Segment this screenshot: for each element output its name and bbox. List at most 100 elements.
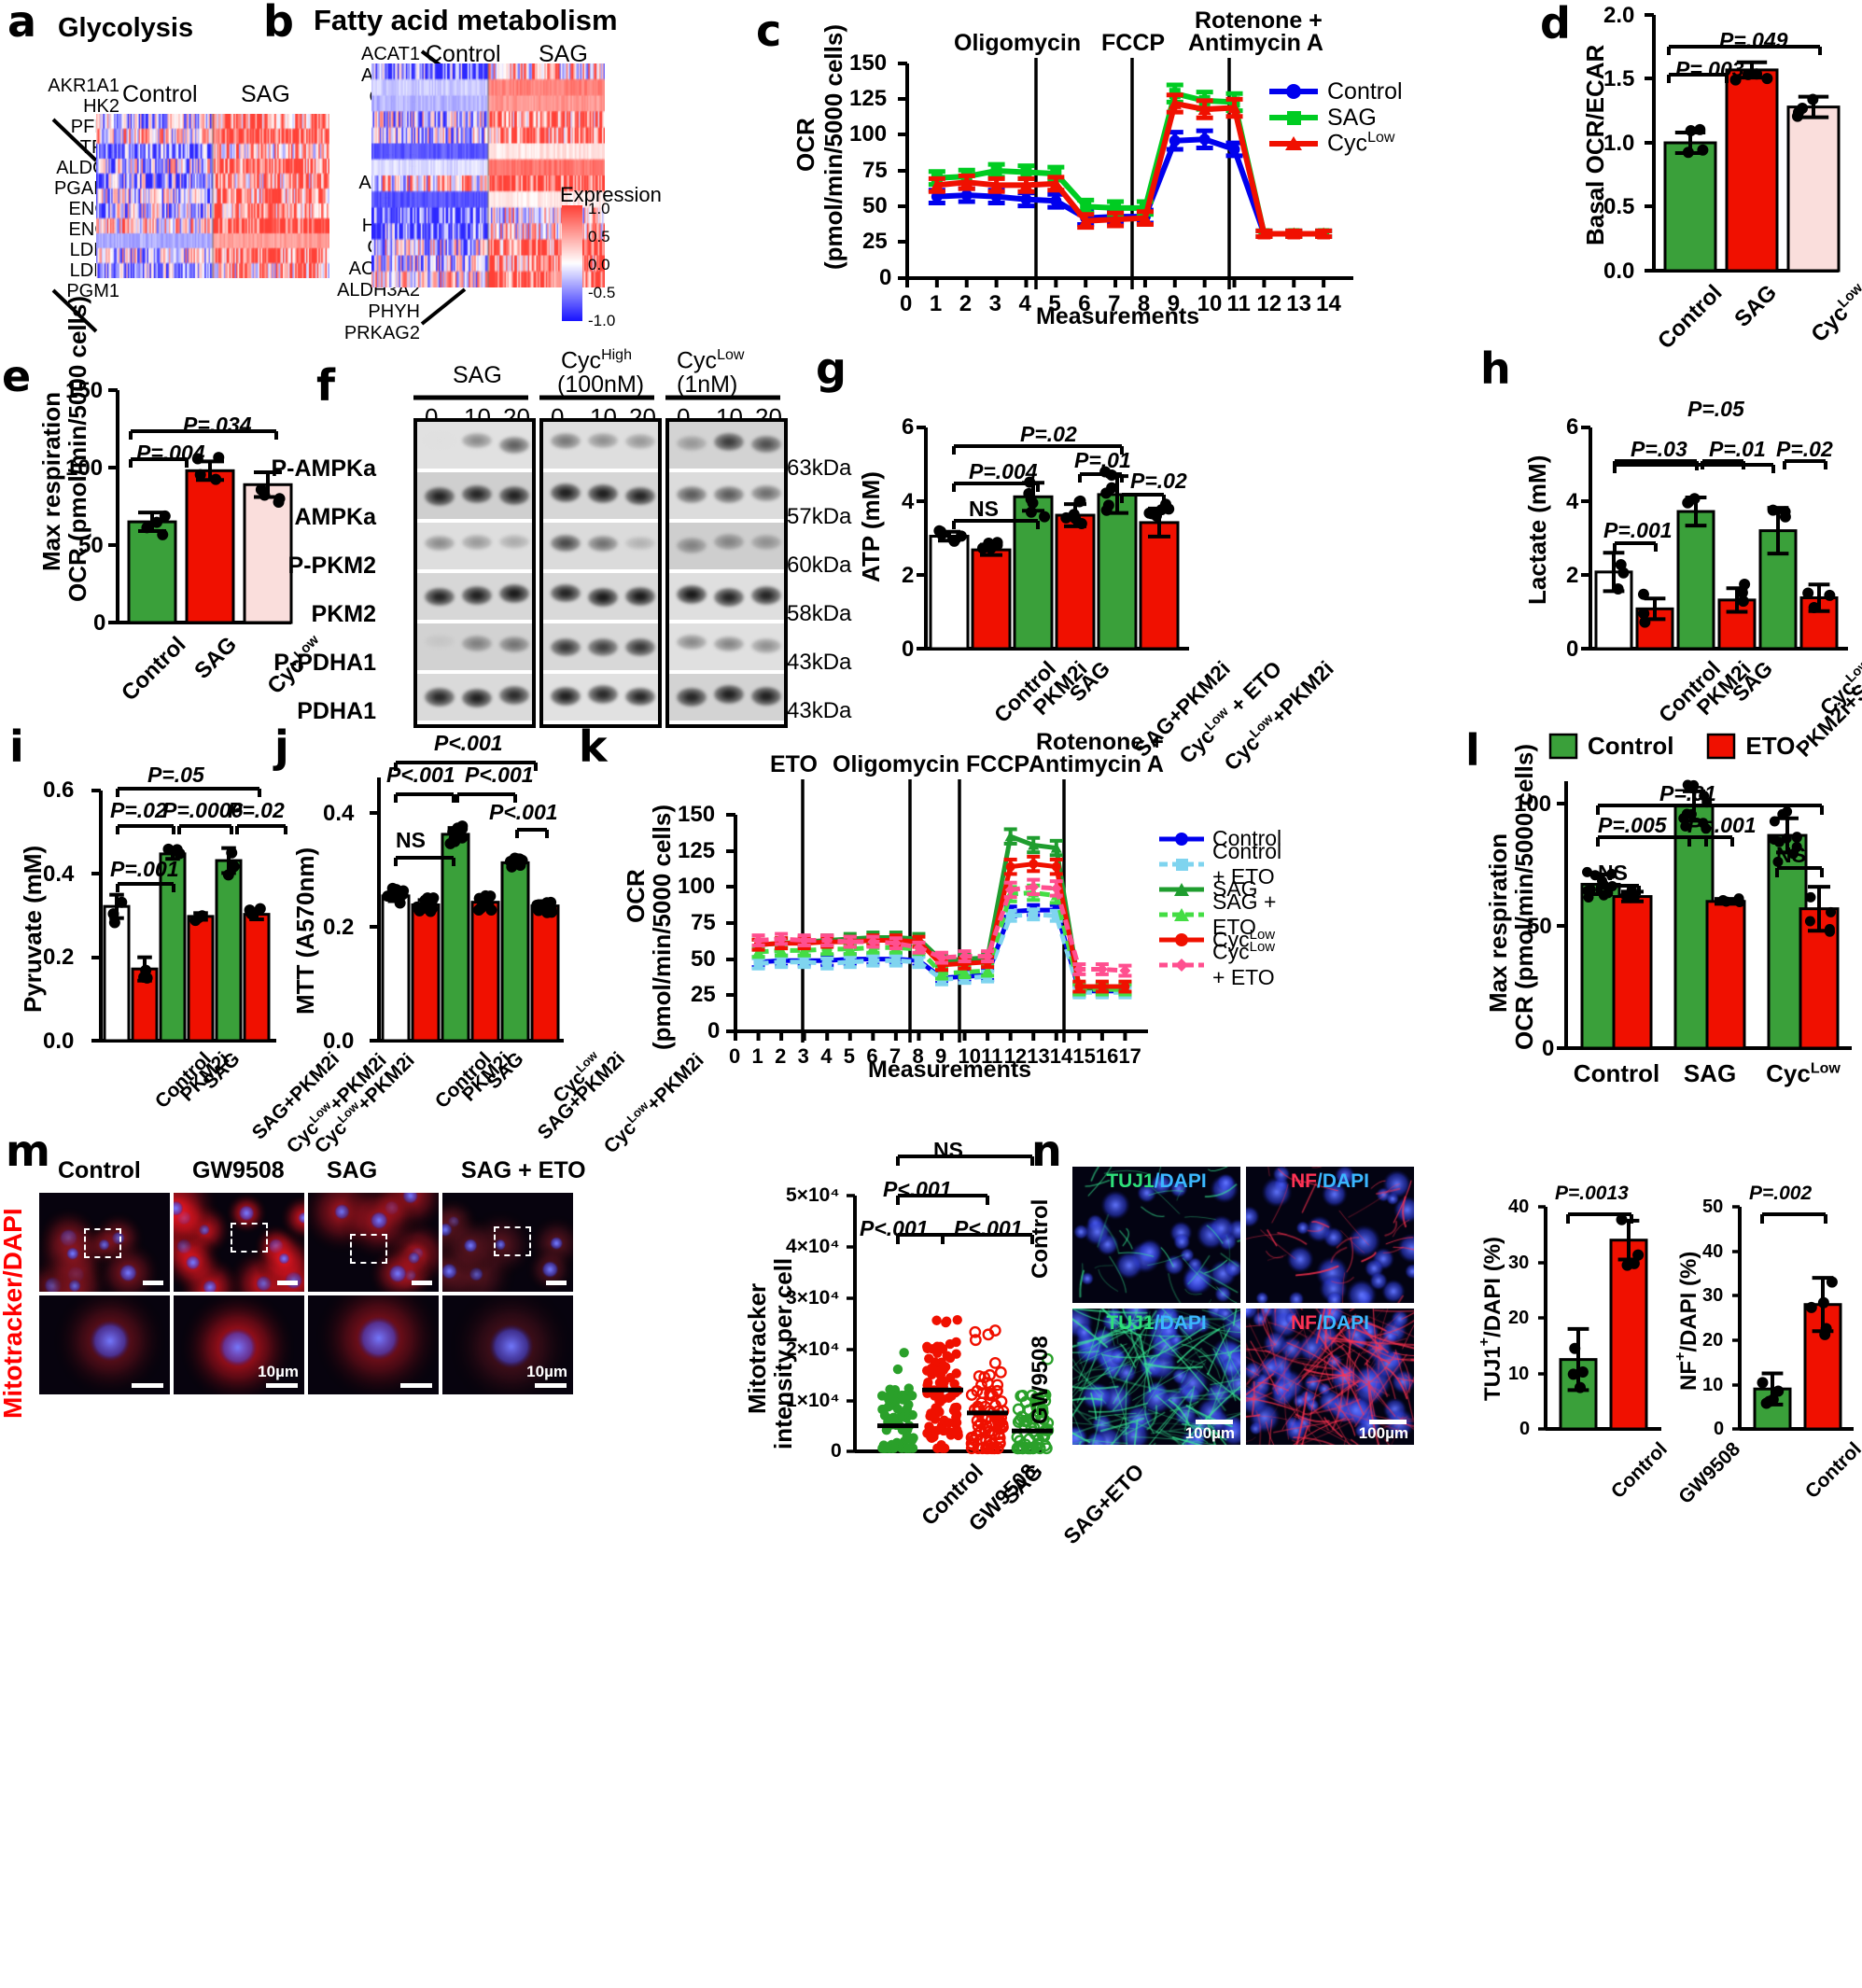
data-point [1036,1403,1049,1416]
significance-bracket [1667,45,1822,55]
legend-label: Control [1588,731,1674,760]
data-point [890,956,901,966]
data-point [162,843,175,855]
significance-bracket [1566,1212,1633,1224]
significance-bracket [116,882,175,892]
panel-n-image-label: NF/DAPI [1290,1170,1370,1192]
data-point [194,469,206,481]
bar [1055,513,1096,651]
legend-line-sag [1269,111,1318,125]
panel-b-colorbar: Expression 1.0 0.5 0.0 -0.5 -1.0 [560,183,691,351]
panel-j-pvalue: P<.001 [489,800,558,824]
blot-band [625,687,655,707]
scale-bar [1196,1420,1233,1424]
scale-label: 10µm [526,1363,567,1380]
scale-bar [535,1383,567,1388]
panel-n-image-label: TUJ1/DAPI [1106,1312,1207,1334]
panel-m-micrograph [37,1191,172,1294]
data-point [946,1391,957,1401]
data-point [1736,587,1748,599]
panel-k-xtick: 17 [1118,1044,1141,1068]
significance-bracket [1701,459,1745,469]
blot-band [425,634,455,649]
data-point [939,1415,949,1426]
data-point [1228,144,1240,155]
legend-label: SAG [1212,876,1258,901]
data-point [391,891,403,903]
data-point [845,957,855,967]
data-point [1168,96,1182,109]
data-point [1737,595,1749,608]
panel-k-ytick: 100 [678,874,716,899]
bar [470,901,500,1043]
data-point [1739,578,1751,590]
data-point [984,1435,996,1449]
legend-line-cyclow-eto [1159,958,1204,972]
legend-item-sag-eto: SAG + ETO [1157,889,1288,939]
data-point [1073,496,1085,508]
panel-m-micrograph [306,1294,441,1396]
blot-band [588,483,618,503]
panel-j-pvalue: P<.001 [386,763,455,787]
panel-n-chart2: NF+/DAPI (%) 0 10 20 30 40 50 P=.002 Control … [1671,1171,1862,1545]
data-point [141,522,153,534]
blot-band [714,685,744,705]
data-point [1615,559,1627,571]
data-point [1682,147,1694,159]
panel-l-ytick: 0 [1542,1036,1555,1061]
panel-c-annot-fccp: FCCP [1101,30,1166,56]
legend-line-control [1269,84,1318,99]
data-point [1632,1249,1645,1261]
bar [1139,521,1180,651]
data-point [213,452,225,464]
blot-strip [669,573,784,620]
data-point [900,1394,910,1405]
panel-m-micrograph [306,1191,441,1294]
data-point [991,539,1003,552]
data-point [992,1418,1005,1430]
legend-line-cyclow [1159,932,1204,946]
panel-i-letter: i [9,721,24,772]
panel-c-ytick: 75 [862,158,888,183]
data-point [965,1442,978,1455]
line-cyclow [936,100,1324,237]
panel-g-ytick: 2 [902,563,915,588]
data-point [1569,1342,1581,1354]
significance-bracket [394,761,538,771]
panel-k-legend: Control Control + ETO SAG SAG + ETO CycL… [1157,826,1288,989]
data-point [108,917,120,929]
panel-m-micrograph [441,1191,575,1294]
data-point [506,861,518,873]
data-point [970,1429,983,1442]
panel-n-chart2-pvalue: P=.002 [1749,1183,1813,1204]
panel-e-pvalue: P=.004 [136,441,205,465]
data-point [930,178,944,191]
bar [1612,895,1653,1050]
panel-c-annot-antimycin: Antimycin A [1188,30,1323,56]
significance-bracket [129,429,278,440]
data-point [1680,820,1691,832]
data-point [1029,859,1039,869]
data-point [1817,1296,1829,1309]
blot-band [677,436,707,452]
panel-g-letter: g [816,343,847,394]
panel-c-ytick: 100 [849,121,888,147]
panel-h-pvalue: P=.03 [1631,437,1687,461]
blot-band [588,685,618,705]
blot-band [751,435,781,454]
panel-a: a Glycolysis AKR1A1 HK2 PFKP TPI1 ALDOA … [0,0,560,336]
blot-band [551,583,581,603]
data-point [933,525,945,537]
colorbar-tick: -1.0 [588,312,616,329]
data-point [157,528,169,540]
gene-label: PHYH [368,301,420,322]
panel-n-chart1-pvalue: P=.0013 [1555,1183,1629,1204]
significance-bracket [455,792,517,803]
legend-line-sag-eto [1159,907,1204,921]
legend-label: ETO [1745,731,1796,760]
blot-band [751,586,781,606]
data-point [955,530,967,542]
data-point [1797,103,1809,115]
panel-b: b Fatty acid metabolism ACAT1 ACAT2 CNR1… [261,0,747,355]
legend-item-cyclow-eto: CycLow + ETO [1157,939,1288,989]
